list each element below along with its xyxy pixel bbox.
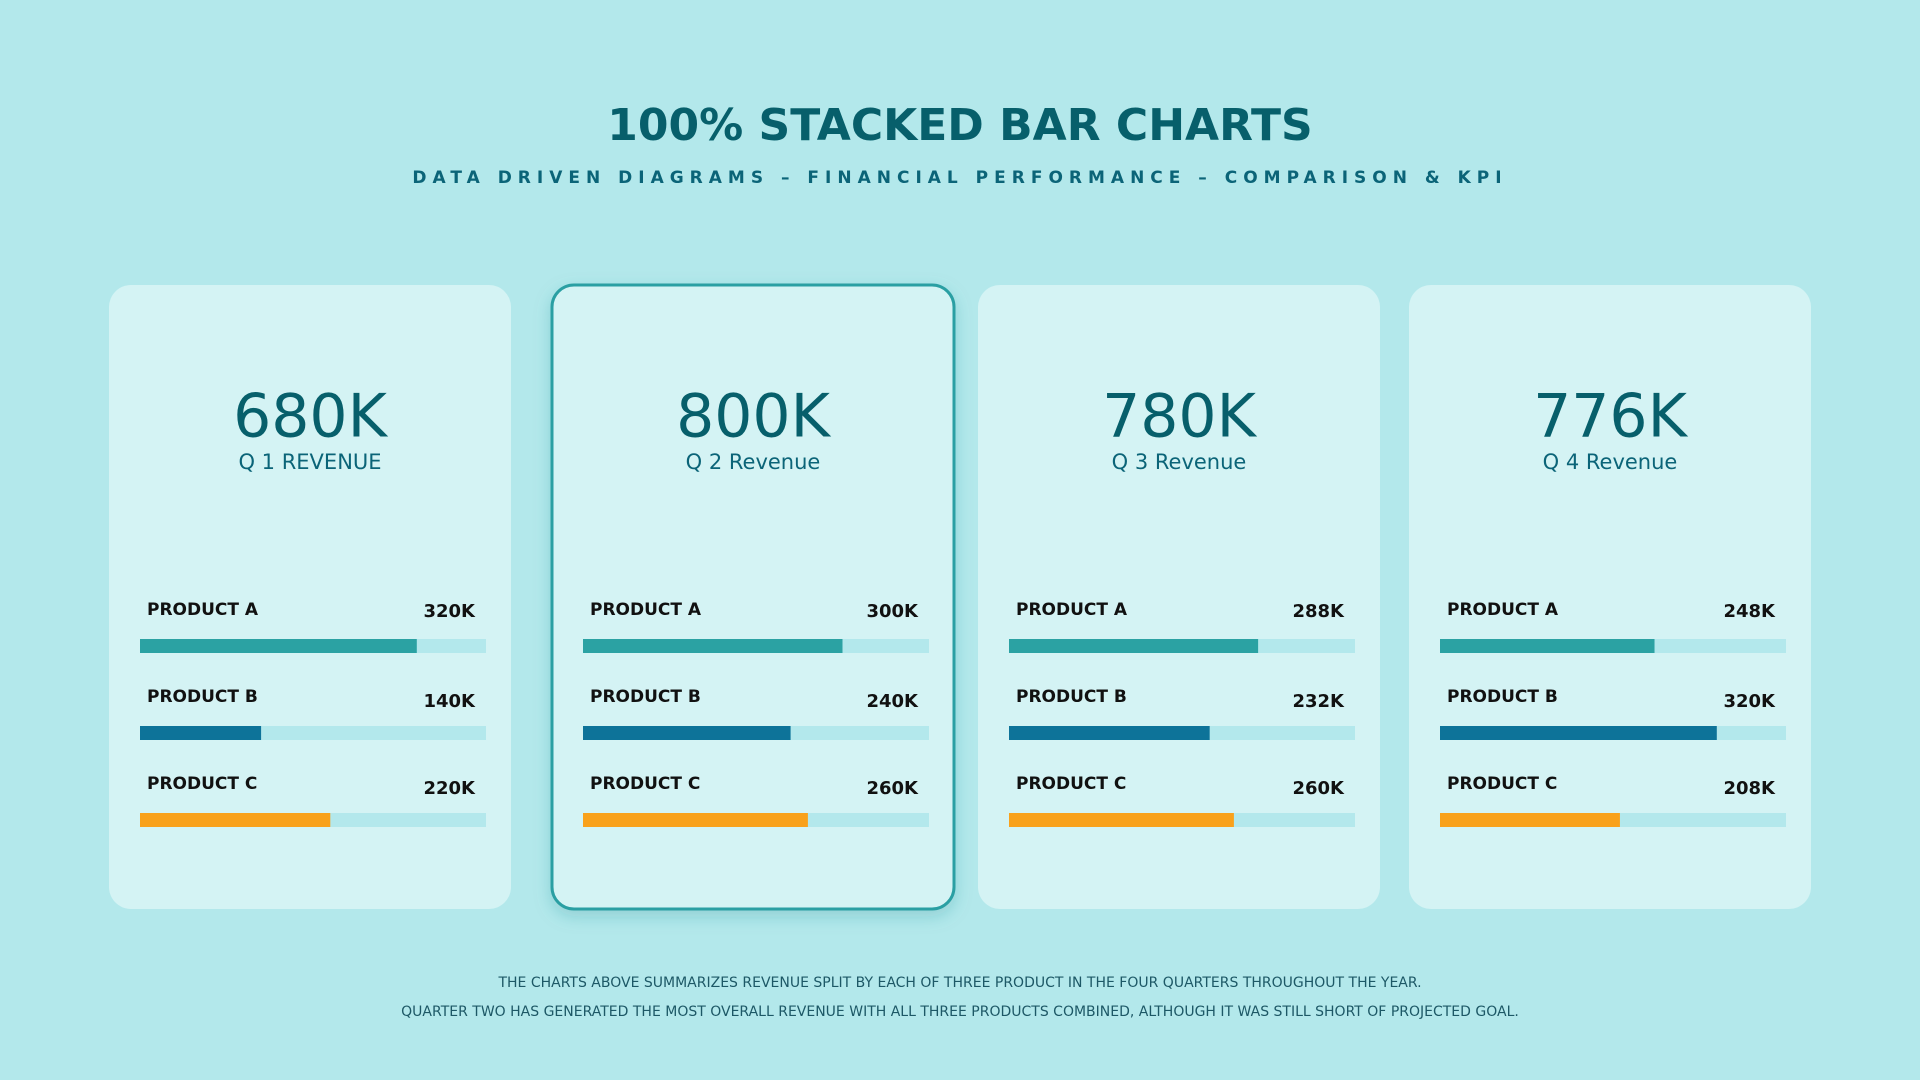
value-label: 320K: [1723, 691, 1776, 712]
note: QUARTER TWO HAS GENERATED THE MOST OVERA…: [401, 1004, 1519, 1020]
category-label: PRODUCT B: [147, 687, 258, 707]
page-subtitle: DATA DRIVEN DIAGRAMS – FINANCIAL PERFORM…: [412, 168, 1507, 188]
bar: [140, 813, 331, 827]
bar: [140, 639, 417, 653]
card: [109, 285, 511, 909]
kpi-label: Q 2 Revenue: [686, 450, 821, 474]
card: [978, 285, 1380, 909]
bar: [1440, 813, 1620, 827]
bar: [1009, 813, 1234, 827]
kpi-label: Q 3 Revenue: [1112, 450, 1247, 474]
card: [550, 283, 956, 911]
value-label: 248K: [1723, 601, 1776, 622]
page-title: 100% STACKED BAR CHARTS: [607, 100, 1312, 151]
value-label: 300K: [866, 601, 919, 622]
bar: [1440, 726, 1717, 740]
bar: [1009, 639, 1259, 653]
bar: [583, 726, 791, 740]
value-label: 240K: [866, 691, 919, 712]
value-label: 260K: [1292, 778, 1345, 799]
note: THE CHARTS ABOVE SUMMARIZES REVENUE SPLI…: [497, 975, 1421, 991]
kpi-label: Q 4 Revenue: [1543, 450, 1678, 474]
kpi-value: 780K: [1102, 382, 1258, 452]
kpi-value: 776K: [1533, 382, 1689, 452]
category-label: PRODUCT A: [1016, 600, 1128, 620]
category-label: PRODUCT B: [1447, 687, 1558, 707]
bar: [583, 813, 808, 827]
value-label: 288K: [1292, 601, 1345, 622]
kpi-value: 800K: [676, 382, 832, 452]
value-label: 208K: [1723, 778, 1776, 799]
bar: [1009, 726, 1210, 740]
value-label: 232K: [1292, 691, 1345, 712]
bar: [1440, 639, 1655, 653]
category-label: PRODUCT C: [147, 774, 257, 794]
bar: [583, 639, 843, 653]
kpi-value: 680K: [233, 382, 389, 452]
value-label: 260K: [866, 778, 919, 799]
category-label: PRODUCT C: [590, 774, 700, 794]
category-label: PRODUCT B: [590, 687, 701, 707]
bar: [140, 726, 262, 740]
category-label: PRODUCT B: [1016, 687, 1127, 707]
category-label: PRODUCT C: [1016, 774, 1126, 794]
category-label: PRODUCT A: [147, 600, 259, 620]
category-label: PRODUCT A: [1447, 600, 1559, 620]
card: [1409, 285, 1811, 909]
category-label: PRODUCT C: [1447, 774, 1557, 794]
value-label: 320K: [423, 601, 476, 622]
kpi-label: Q 1 REVENUE: [238, 450, 381, 474]
value-label: 140K: [423, 691, 476, 712]
value-label: 220K: [423, 778, 476, 799]
category-label: PRODUCT A: [590, 600, 702, 620]
